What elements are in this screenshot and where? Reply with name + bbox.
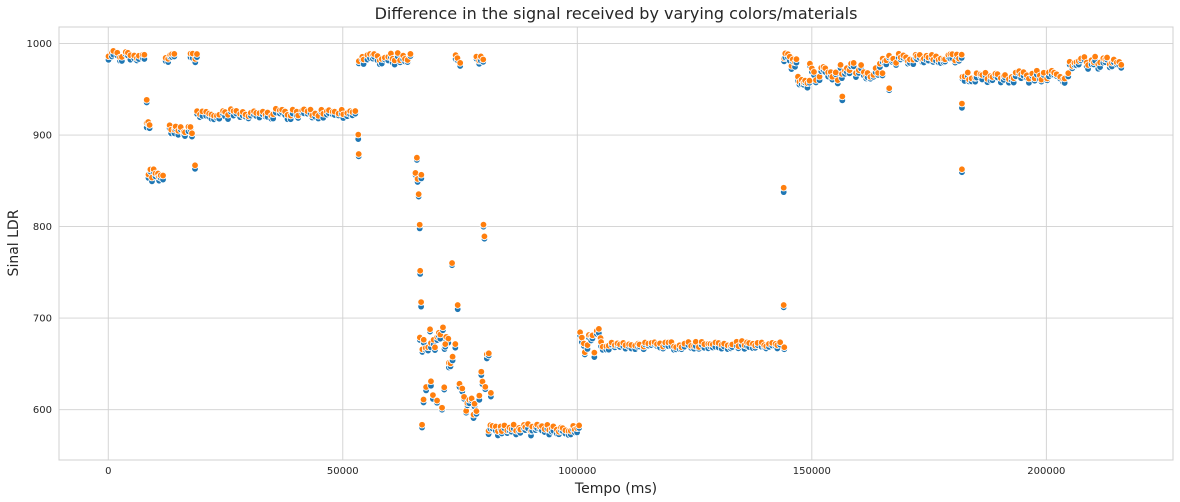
data-point-orange	[456, 59, 464, 67]
data-point-orange	[416, 267, 424, 275]
data-points	[104, 47, 1125, 440]
data-point-orange	[188, 129, 196, 138]
data-point-orange	[406, 50, 415, 58]
data-point-orange	[429, 391, 437, 399]
x-tick-label: 50000	[327, 466, 359, 477]
data-point-orange	[958, 99, 966, 108]
data-point-orange	[448, 259, 456, 267]
data-point-orange	[413, 153, 421, 162]
data-point-orange	[1064, 69, 1072, 77]
data-point-orange	[419, 395, 428, 404]
data-point-orange	[964, 68, 972, 77]
y-tick-label: 900	[33, 131, 52, 142]
data-point-orange	[885, 84, 893, 92]
data-point-orange	[776, 338, 784, 346]
data-point-orange	[159, 171, 167, 180]
data-point-orange	[470, 400, 479, 408]
data-point-orange	[426, 325, 434, 333]
data-point-orange	[433, 396, 441, 405]
data-point-orange	[441, 340, 449, 348]
data-point-orange	[477, 368, 485, 376]
data-point-orange	[351, 107, 360, 115]
data-point-orange	[191, 161, 199, 169]
data-point-orange	[193, 50, 201, 58]
y-tick-label: 700	[33, 314, 52, 325]
data-point-orange	[485, 349, 493, 357]
y-tick-label: 600	[33, 405, 52, 416]
data-point-orange	[440, 383, 448, 391]
y-tick-label: 800	[33, 222, 52, 233]
data-point-orange	[414, 190, 423, 198]
data-point-orange	[857, 61, 865, 69]
data-point-orange	[355, 150, 363, 158]
data-point-orange	[810, 68, 818, 76]
x-tick-label: 100000	[558, 466, 596, 477]
y-tick-labels: 600 700 800 900 1000	[27, 39, 52, 416]
data-point-orange	[479, 220, 488, 229]
data-point-orange	[849, 59, 858, 67]
x-tick-label: 150000	[793, 466, 831, 477]
data-point-orange	[140, 51, 149, 59]
y-tick-label: 1000	[27, 39, 52, 50]
data-point-orange	[417, 171, 426, 179]
data-point-orange	[475, 391, 484, 400]
x-tick-labels: 0 50000 100000 150000 200000	[105, 466, 1065, 477]
data-point-orange	[451, 340, 460, 348]
y-axis-label: Sinal LDR	[6, 209, 22, 276]
data-point-orange	[145, 121, 154, 129]
data-point-orange	[487, 389, 495, 397]
data-point-orange	[779, 184, 788, 192]
data-point-orange	[595, 325, 603, 333]
chart-title: Difference in the signal received by var…	[375, 4, 858, 23]
data-point-orange	[431, 343, 439, 352]
data-point-orange	[780, 343, 788, 351]
data-point-orange	[590, 348, 599, 357]
data-point-orange	[957, 50, 966, 59]
data-point-orange	[417, 298, 425, 306]
data-point-orange	[420, 336, 428, 344]
data-point-orange	[878, 69, 887, 77]
data-point-orange	[805, 76, 814, 85]
x-tick-label: 200000	[1027, 466, 1065, 477]
data-point-orange	[479, 55, 487, 64]
data-point-orange	[416, 221, 424, 229]
data-point-orange	[354, 130, 362, 139]
data-point-orange	[1091, 52, 1099, 61]
data-point-orange	[458, 384, 466, 393]
data-point-orange	[792, 55, 801, 63]
data-point-orange	[1117, 61, 1125, 69]
data-point-orange	[186, 123, 195, 131]
data-point-orange	[836, 61, 845, 69]
data-point-orange	[448, 353, 457, 361]
x-tick-label: 0	[105, 466, 111, 477]
data-point-orange	[575, 421, 583, 430]
data-point-orange	[779, 301, 788, 309]
data-point-orange	[481, 383, 489, 391]
data-point-orange	[838, 92, 847, 101]
data-point-orange	[438, 404, 446, 412]
x-axis-label: Tempo (ms)	[574, 481, 657, 497]
data-point-orange	[439, 323, 447, 332]
data-point-orange	[170, 50, 178, 58]
data-point-orange	[958, 165, 966, 173]
data-point-orange	[444, 334, 452, 343]
plot-area	[58, 26, 1174, 461]
data-point-orange	[418, 421, 426, 429]
data-point-orange	[453, 301, 462, 309]
data-point-orange	[427, 377, 435, 385]
data-point-orange	[1103, 53, 1111, 62]
grid	[59, 27, 1173, 460]
data-point-orange	[472, 407, 481, 415]
data-point-orange	[480, 232, 489, 241]
data-point-orange	[143, 96, 151, 104]
